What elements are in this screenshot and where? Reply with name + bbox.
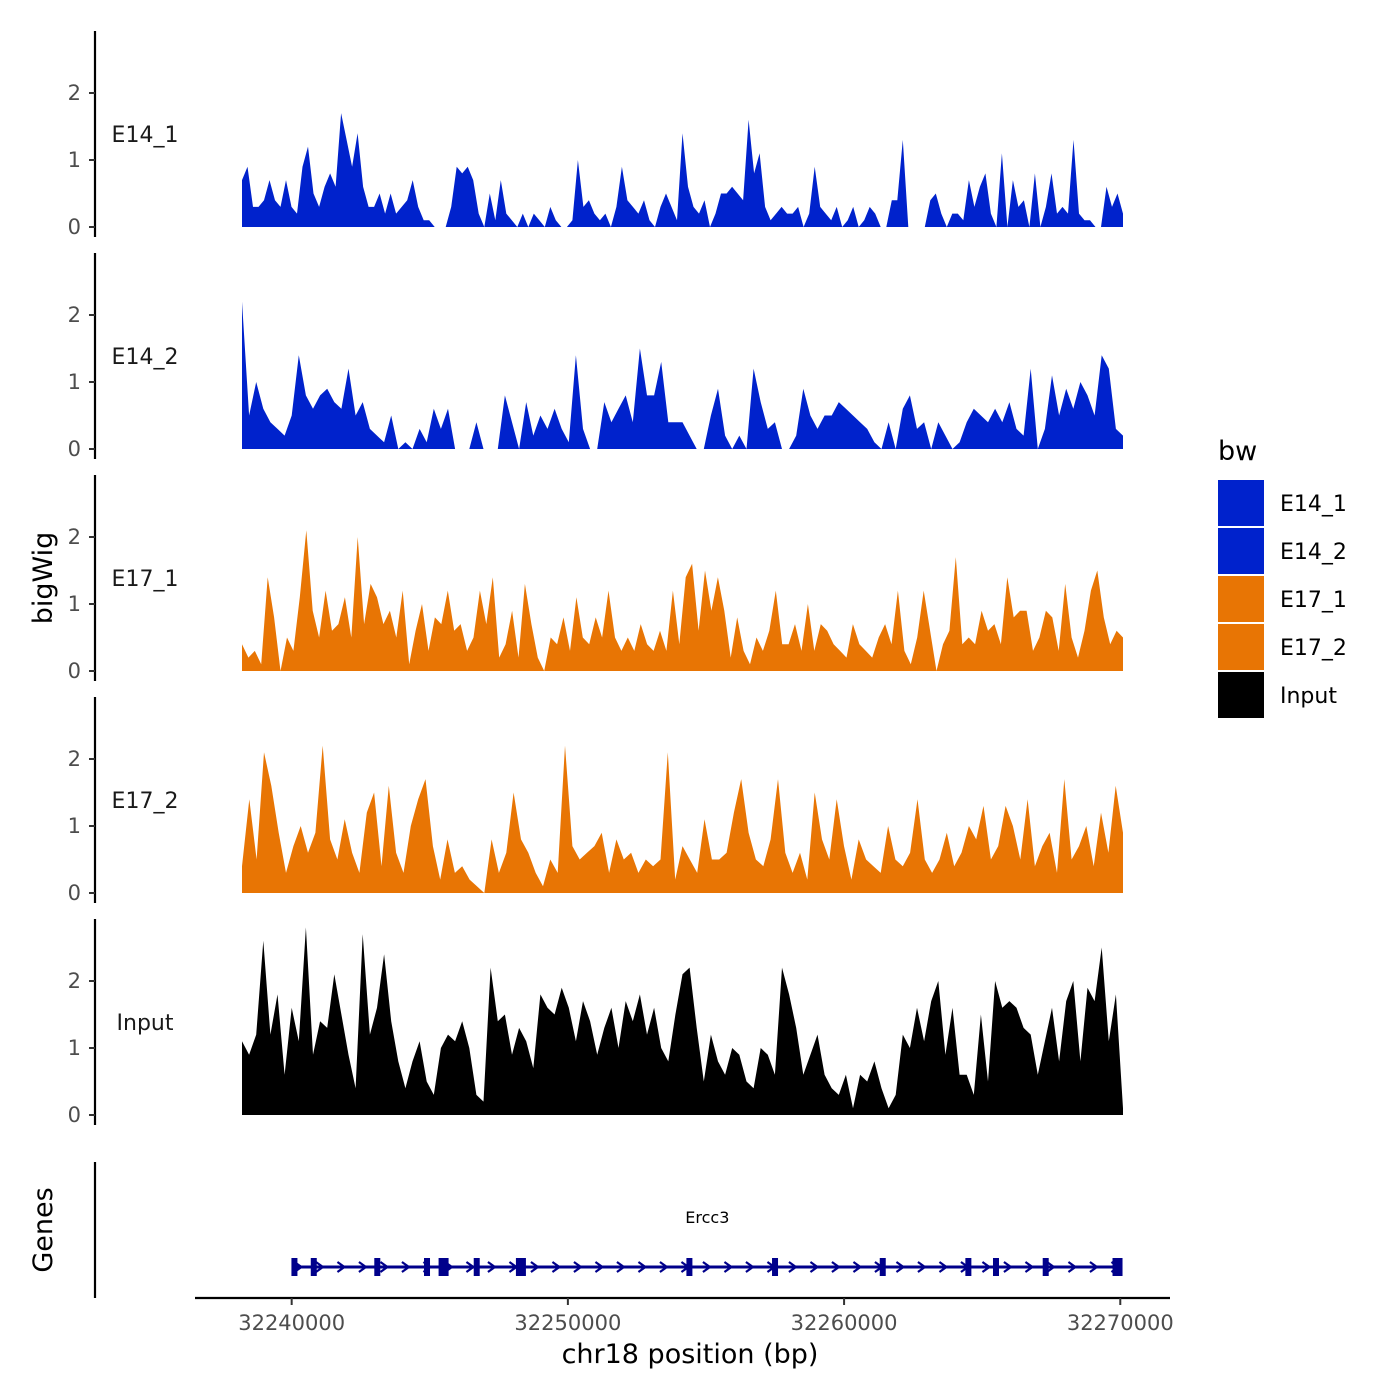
legend-key — [1218, 624, 1264, 670]
y-tick-label: 1 — [68, 814, 81, 838]
legend-label: Input — [1280, 684, 1337, 709]
y-tick-label: 1 — [68, 1036, 81, 1060]
y-tick-label: 0 — [68, 215, 81, 239]
track-E17_1: 0 1 2 E17_1 — [68, 475, 1123, 683]
strand-arrow — [401, 1261, 411, 1273]
strand-arrow — [917, 1261, 927, 1273]
strand-arrow — [573, 1261, 583, 1273]
track-E14_2: 0 1 2 E14_2 — [68, 253, 1123, 461]
gene-exon — [1042, 1258, 1049, 1276]
strand-arrow — [745, 1261, 755, 1273]
coverage-area — [242, 113, 1123, 227]
y-tick-label: 0 — [68, 881, 81, 905]
strand-arrow — [336, 1261, 347, 1273]
track-E17_2: 0 1 2 E17_2 — [68, 697, 1123, 905]
y-tick-label: 1 — [68, 148, 81, 172]
legend-title: bw — [1218, 436, 1257, 467]
coverage-area — [242, 530, 1123, 671]
strand-arrow — [895, 1261, 906, 1273]
gene-exon — [879, 1258, 886, 1276]
gene-name: Ercc3 — [685, 1208, 729, 1227]
legend-label: E14_2 — [1280, 540, 1347, 565]
y-tick-label: 2 — [68, 969, 81, 993]
x-tick-label: 32260000 — [791, 1311, 898, 1335]
strand-arrow — [1067, 1261, 1078, 1273]
strand-arrow — [358, 1261, 368, 1273]
gene-exon — [424, 1258, 431, 1276]
y-tick-label: 0 — [68, 437, 81, 461]
genes-axis-title: Genes — [28, 1187, 59, 1272]
gene-exon — [686, 1258, 693, 1276]
gene-exon — [1112, 1258, 1123, 1276]
gene-exon — [473, 1258, 480, 1276]
gene-exon — [965, 1258, 972, 1276]
x-tick-label: 32250000 — [514, 1311, 621, 1335]
track-label: Input — [117, 1011, 174, 1036]
strand-arrow — [981, 1261, 992, 1273]
strand-arrow — [788, 1261, 798, 1273]
track-Input: 0 1 2 Input — [68, 919, 1123, 1127]
legend-label: E17_2 — [1280, 636, 1347, 661]
gene-exon — [291, 1258, 298, 1276]
strand-arrow — [938, 1261, 949, 1273]
gene-exon — [374, 1258, 381, 1276]
strand-arrow — [487, 1261, 497, 1273]
coverage-area — [242, 745, 1123, 893]
gene-exon — [772, 1258, 779, 1276]
y-axis-title: bigWig — [28, 532, 59, 625]
strand-arrow — [315, 1261, 325, 1273]
strand-arrow — [1024, 1261, 1035, 1273]
tracks-layer: 0 1 2 E14_1 0 1 2 E14_2 0 1 2 E17_1 0 1 2 E17_2 0 1 2 Input — [68, 31, 1123, 1127]
legend-key — [1218, 528, 1264, 574]
gene-exon — [992, 1258, 999, 1276]
strand-arrow — [809, 1261, 820, 1273]
track-label: E14_1 — [112, 123, 179, 148]
coverage-area — [242, 927, 1123, 1115]
y-tick-label: 0 — [68, 659, 81, 683]
strand-arrow — [637, 1261, 648, 1273]
legend-key — [1218, 576, 1264, 622]
legend-label: E14_1 — [1280, 492, 1347, 517]
track-label: E17_1 — [112, 567, 179, 592]
legend: bw E14_1 E14_2 E17_1 E17_2 Input — [1218, 436, 1347, 718]
strand-arrow — [1089, 1261, 1099, 1273]
track-E14_1: 0 1 2 E14_1 — [68, 31, 1123, 239]
x-axis-title: chr18 position (bp) — [562, 1339, 819, 1370]
track-label: E17_2 — [112, 789, 179, 814]
legend-label: E17_1 — [1280, 588, 1347, 613]
x-tick-label: 32270000 — [1067, 1311, 1174, 1335]
gene-exon — [438, 1258, 449, 1276]
strand-arrow — [594, 1261, 605, 1273]
strand-arrow — [852, 1261, 863, 1273]
y-tick-label: 2 — [68, 525, 81, 549]
y-tick-label: 2 — [68, 81, 81, 105]
gene-exon — [310, 1258, 317, 1276]
x-axis: 32240000 32250000 32260000 32270000 — [195, 1296, 1174, 1335]
strand-arrow — [551, 1261, 562, 1273]
y-tick-label: 1 — [68, 592, 81, 616]
strand-arrow — [616, 1261, 626, 1273]
y-tick-label: 0 — [68, 1103, 81, 1127]
gene-exon — [515, 1258, 526, 1276]
gene-track: Ercc3 — [93, 1162, 1123, 1298]
strand-arrow — [831, 1261, 841, 1273]
strand-arrow — [530, 1261, 540, 1273]
strand-arrow — [723, 1261, 734, 1273]
x-tick-label: 32240000 — [238, 1311, 345, 1335]
strand-arrow — [659, 1261, 669, 1273]
strand-arrow — [465, 1261, 476, 1273]
strand-arrow — [379, 1261, 390, 1273]
y-tick-label: 2 — [68, 747, 81, 771]
strand-arrow — [1046, 1261, 1056, 1273]
coverage-area — [242, 301, 1123, 449]
track-label: E14_2 — [112, 345, 179, 370]
y-tick-label: 1 — [68, 370, 81, 394]
strand-arrow — [1003, 1261, 1013, 1273]
legend-key — [1218, 672, 1264, 718]
strand-arrow — [702, 1261, 712, 1273]
legend-key — [1218, 480, 1264, 526]
y-tick-label: 2 — [68, 303, 81, 327]
